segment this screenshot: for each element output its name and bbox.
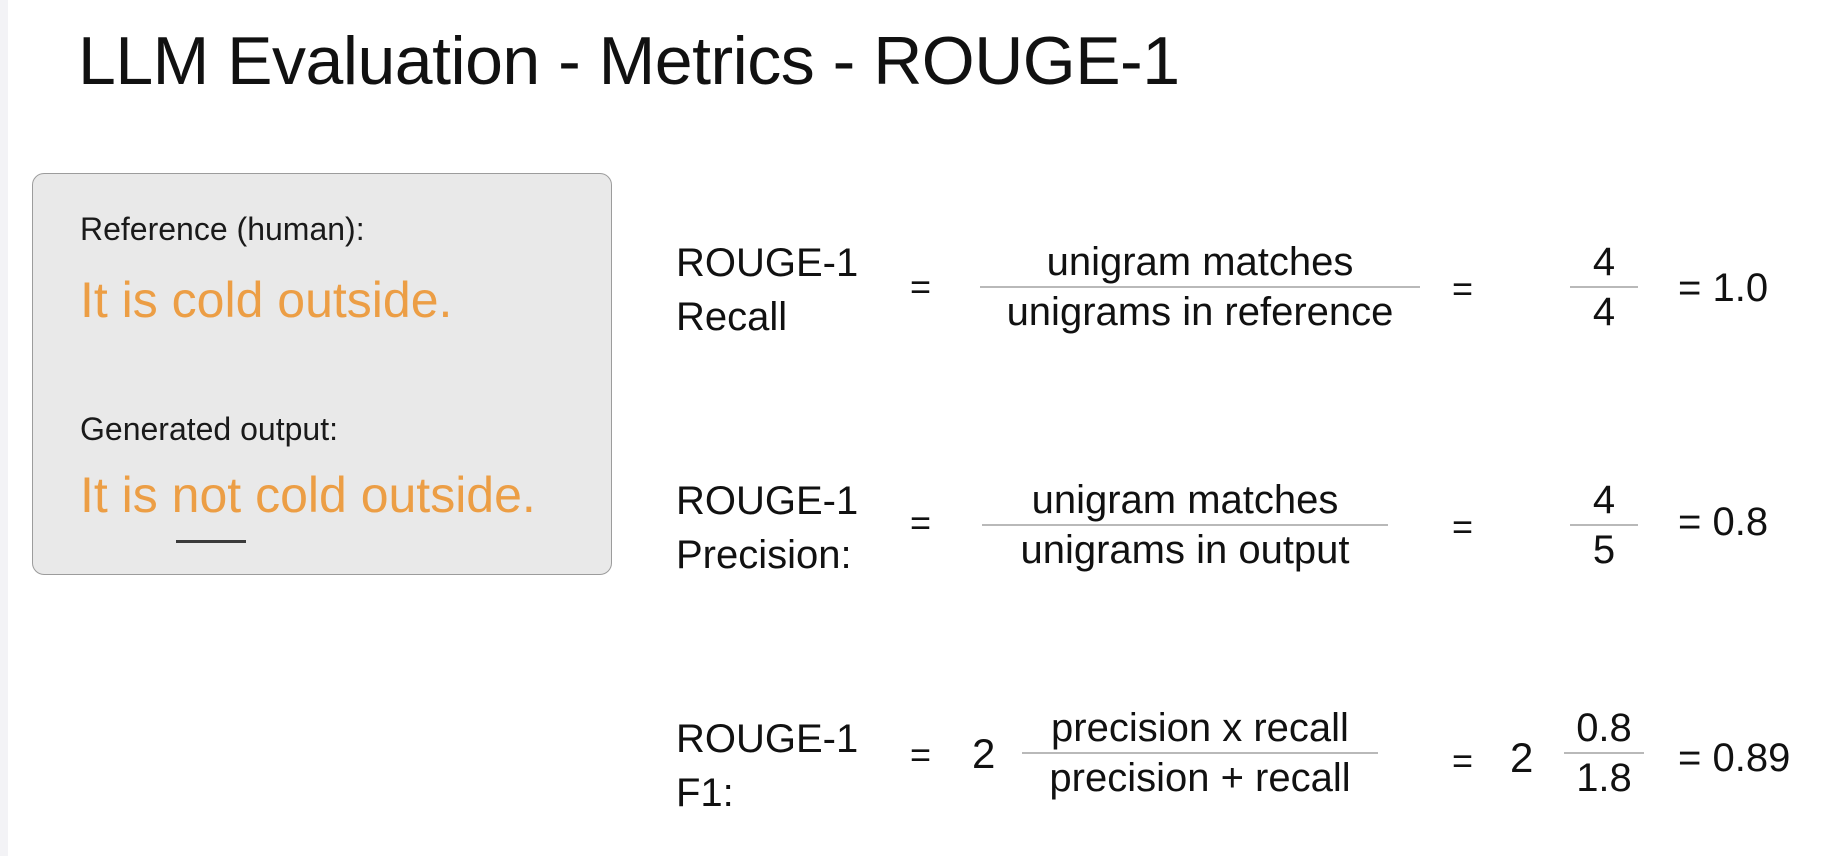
equals-sign: = bbox=[910, 734, 932, 775]
coefficient: 2 bbox=[1510, 734, 1534, 781]
metric-name-precision: ROUGE-1 Precision: bbox=[676, 474, 858, 582]
metric-name-line2: Recall bbox=[676, 295, 788, 339]
metric-name-line2: Precision: bbox=[676, 533, 852, 577]
fraction-denominator: precision + recall bbox=[1049, 756, 1351, 800]
coefficient: 2 bbox=[972, 730, 996, 777]
result-value: = 0.89 bbox=[1678, 736, 1791, 780]
value-denominator: 5 bbox=[1592, 528, 1616, 572]
fraction-bar bbox=[1570, 524, 1638, 526]
value-denominator: 1.8 bbox=[1576, 756, 1632, 800]
reference-sentence: It is cold outside. bbox=[80, 272, 453, 328]
not-word-underline bbox=[176, 540, 246, 543]
value-fraction: 4 5 bbox=[1570, 476, 1638, 574]
equals-sign: = bbox=[910, 502, 932, 543]
definition-fraction: unigram matches unigrams in reference bbox=[980, 238, 1420, 336]
metric-name-line1: ROUGE-1 bbox=[676, 241, 859, 285]
value-numerator: 4 bbox=[1592, 240, 1616, 284]
reference-label: Reference (human): bbox=[80, 211, 365, 247]
metric-name-line1: ROUGE-1 bbox=[676, 479, 859, 523]
slide-title: LLM Evaluation - Metrics - ROUGE-1 bbox=[78, 23, 1180, 99]
definition-fraction: precision x recall precision + recall bbox=[1022, 704, 1378, 802]
fraction-bar bbox=[982, 524, 1388, 526]
fraction-numerator: unigram matches bbox=[1031, 478, 1339, 522]
generated-label: Generated output: bbox=[80, 411, 338, 447]
definition-fraction: unigram matches unigrams in output bbox=[982, 476, 1388, 574]
left-edge-strip bbox=[0, 0, 8, 856]
generated-sentence: It is not cold outside. bbox=[80, 467, 536, 523]
result-value: = 0.8 bbox=[1678, 500, 1769, 544]
value-fraction: 0.8 1.8 bbox=[1564, 704, 1644, 802]
value-numerator: 4 bbox=[1592, 478, 1616, 522]
equals-sign: = bbox=[1452, 740, 1474, 781]
metric-name-f1: ROUGE-1 F1: bbox=[676, 712, 858, 820]
example-box: Reference (human): It is cold outside. G… bbox=[32, 173, 612, 575]
metric-name-recall: ROUGE-1 Recall bbox=[676, 236, 858, 344]
fraction-bar bbox=[1564, 752, 1644, 754]
fraction-numerator: unigram matches bbox=[1046, 240, 1354, 284]
fraction-bar bbox=[1570, 286, 1638, 288]
value-numerator: 0.8 bbox=[1576, 706, 1632, 750]
equals-sign: = bbox=[1452, 506, 1474, 547]
value-fraction: 4 4 bbox=[1570, 238, 1638, 336]
fraction-denominator: unigrams in reference bbox=[1006, 290, 1394, 334]
metric-name-line2: F1: bbox=[676, 771, 734, 815]
metric-name-line1: ROUGE-1 bbox=[676, 717, 859, 761]
fraction-bar bbox=[980, 286, 1420, 288]
fraction-bar bbox=[1022, 752, 1378, 754]
value-denominator: 4 bbox=[1592, 290, 1616, 334]
equals-sign: = bbox=[1452, 268, 1474, 309]
equals-sign: = bbox=[910, 266, 932, 307]
fraction-denominator: unigrams in output bbox=[1020, 528, 1350, 572]
result-value: = 1.0 bbox=[1678, 266, 1769, 310]
fraction-numerator: precision x recall bbox=[1051, 706, 1349, 750]
